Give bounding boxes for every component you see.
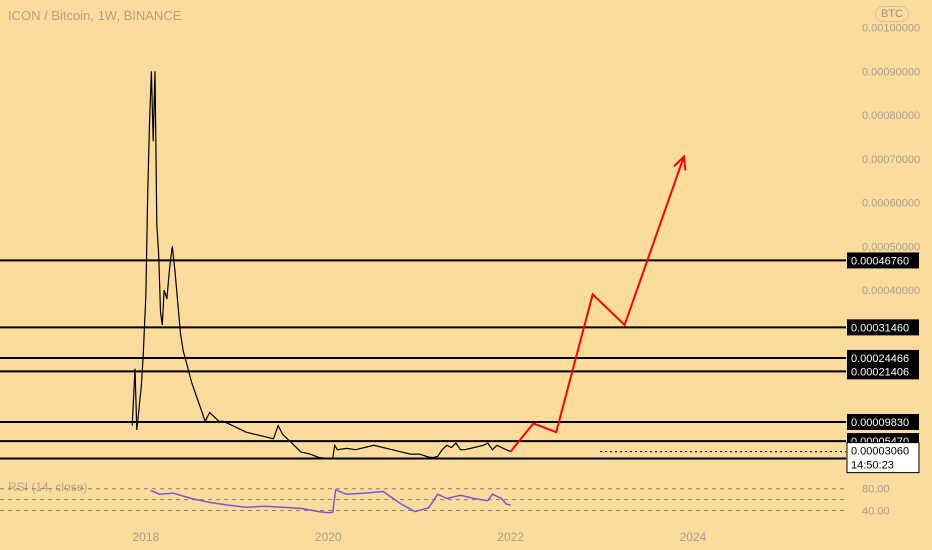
year-tick-label: 2024 — [680, 530, 707, 544]
current-price-box — [846, 442, 920, 474]
year-tick-label: 2018 — [133, 530, 160, 544]
chart-title: ICON / Bitcoin, 1W, BINANCE — [8, 8, 182, 23]
level-label: 0.00031460 — [851, 322, 909, 334]
price-tick-label: 0.00080000 — [862, 110, 920, 122]
level-label-box — [847, 413, 919, 430]
year-tick-label: 2020 — [315, 530, 342, 544]
rsi-label: RSI (14, close) — [8, 480, 88, 494]
level-label: 0.00046760 — [851, 255, 909, 267]
price-tick-label: 0.00100000 — [862, 23, 920, 35]
current-price-label: 0.00003060 — [851, 446, 909, 458]
price-tick-label: 0.00060000 — [862, 198, 920, 210]
price-tick-label: 0.00070000 — [862, 154, 920, 166]
rsi-tick-label: 80.00 — [862, 484, 890, 496]
currency-badge[interactable]: BTC — [875, 6, 909, 22]
rsi-series-line[interactable] — [150, 488, 511, 514]
level-label: 0.00021406 — [851, 366, 909, 378]
projection-line[interactable] — [509, 156, 685, 453]
level-label: 0.00024466 — [851, 353, 909, 365]
level-label: 0.00009830 — [851, 417, 909, 429]
level-label-box — [847, 349, 919, 366]
rsi-tick-label: 40.00 — [862, 506, 890, 518]
level-label-box — [847, 363, 919, 380]
price-series-line[interactable] — [131, 71, 511, 460]
level-label-box — [847, 319, 919, 336]
level-label-box — [847, 252, 919, 269]
price-tick-label: 0.00090000 — [862, 66, 920, 78]
countdown-label: 14:50:23 — [851, 460, 894, 472]
year-tick-label: 2022 — [497, 530, 524, 544]
price-tick-label: 0.00050000 — [862, 241, 920, 253]
price-tick-label: 0.00040000 — [862, 285, 920, 297]
projection-arrowhead — [673, 154, 687, 171]
